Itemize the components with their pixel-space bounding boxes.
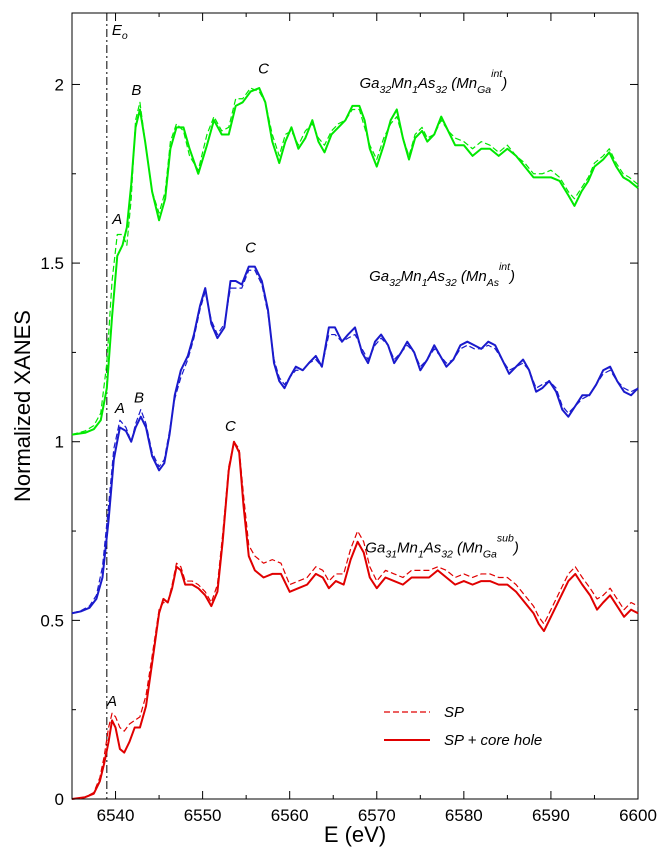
series-line-1-sp-core-hole (71, 265, 639, 615)
formula-segment: 32 (441, 548, 453, 560)
series-line-1-sp (71, 269, 639, 614)
formula-segment: sub (497, 532, 514, 544)
formula-segment: 31 (385, 548, 397, 560)
compound-formula: Ga32Mn1As32 (MnGaint) (360, 68, 508, 96)
y-tick-label: 0 (55, 790, 64, 809)
formula-segment: Ga (477, 84, 491, 96)
y-tick-label: 1 (55, 433, 64, 452)
formula-segment: Ga (369, 268, 389, 285)
x-tick-label: 6600 (619, 806, 657, 825)
x-tick-label: 6570 (358, 806, 396, 825)
formula-segment: Ga (483, 548, 497, 560)
edge-energy-label: Eo (112, 22, 128, 42)
legend: SP SP + core hole (384, 704, 542, 749)
peak-label-a: A (114, 400, 125, 417)
peak-label-c: C (225, 418, 236, 435)
edge-label-sub: o (122, 30, 128, 42)
formula-segment: As (486, 277, 500, 289)
formula-segment: Mn (397, 539, 418, 556)
series-layer (71, 87, 639, 800)
formula-segment: As (417, 75, 436, 92)
legend-label: SP + core hole (444, 732, 542, 749)
x-tick-label: 6550 (184, 806, 222, 825)
formula-segment: Mn (401, 268, 422, 285)
series-line-0-sp-core-hole (71, 87, 639, 436)
y-axis-label: Normalized XANES (10, 310, 35, 502)
series-line-2-sp (71, 441, 639, 800)
series-line-2-sp-core-hole (71, 440, 639, 800)
formula-segment: (Mn (457, 268, 487, 285)
peak-label-c: C (258, 61, 269, 78)
tick-layer: 6540 6550 6560 6570 6580 6590 6600 0 0.5 1 1.5 2 (40, 13, 657, 825)
formula-segment: int (499, 261, 511, 273)
edge-marker-layer: Eo (106, 13, 128, 799)
peak-label-c: C (245, 239, 256, 256)
formula-segment: ) (500, 75, 507, 92)
formula-segment: 32 (435, 84, 447, 96)
y-tick-label: 0.5 (40, 611, 64, 630)
formula-segment: ) (512, 539, 519, 556)
formula-segment: 32 (445, 277, 457, 289)
legend-label: SP (444, 704, 464, 721)
x-axis-label: E (eV) (324, 822, 386, 847)
formula-segment: As (426, 268, 445, 285)
formula-segment: Mn (391, 75, 412, 92)
formula-segment: 1 (418, 548, 424, 560)
y-tick-label: 1.5 (40, 254, 64, 273)
x-tick-label: 6540 (97, 806, 135, 825)
peak-label-a: A (106, 693, 117, 710)
formula-segment: Ga (365, 539, 385, 556)
compound-formula: Ga31Mn1As32 (MnGasub) (365, 532, 519, 560)
formula-segment: ) (508, 268, 515, 285)
x-tick-label: 6590 (532, 806, 570, 825)
formula-segment: (Mn (447, 75, 477, 92)
formula-segment: int (491, 68, 503, 80)
series-line-0-sp (71, 87, 639, 436)
formula-segment: As (423, 539, 442, 556)
peak-label-b: B (131, 82, 141, 99)
formula-segment: 1 (412, 84, 418, 96)
formula-segment: 32 (380, 84, 392, 96)
formula-segment: (Mn (453, 539, 483, 556)
formula-segment: Ga (360, 75, 380, 92)
x-tick-label: 6560 (271, 806, 309, 825)
edge-label-main: E (112, 22, 123, 39)
peak-label-b: B (134, 389, 144, 406)
x-tick-label: 6580 (445, 806, 483, 825)
plot-frame (71, 12, 639, 800)
y-tick-label: 2 (55, 75, 64, 94)
formula-segment: 32 (389, 277, 401, 289)
formula-segment: 1 (422, 277, 428, 289)
peak-label-a: A (111, 211, 122, 228)
compound-formula: Ga32Mn1As32 (MnAsint) (369, 261, 515, 289)
